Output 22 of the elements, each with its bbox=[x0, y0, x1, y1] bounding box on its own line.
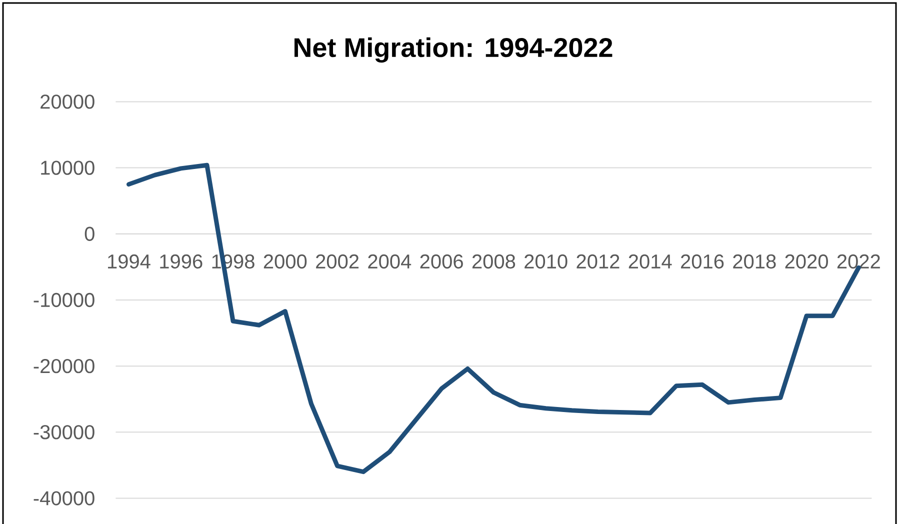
y-tick-label: 0 bbox=[84, 226, 94, 241]
x-tick-label: 2002 bbox=[316, 254, 359, 269]
x-tick-label: 2014 bbox=[628, 254, 672, 269]
y-tick-label: -20000 bbox=[34, 359, 94, 374]
y-tick-label: 10000 bbox=[41, 160, 94, 175]
x-tick-label: 2018 bbox=[733, 254, 776, 269]
x-tick-label: 2010 bbox=[524, 254, 568, 269]
x-tick-label: 2008 bbox=[472, 254, 516, 269]
x-tick-label: 2004 bbox=[368, 254, 412, 269]
y-tick-label: -10000 bbox=[34, 292, 94, 308]
x-tick-label: 2020 bbox=[785, 254, 828, 269]
x-tick-label: 2006 bbox=[420, 254, 463, 269]
x-tick-label: 1996 bbox=[160, 254, 202, 269]
y-tick-label: -30000 bbox=[34, 425, 94, 440]
y-tick-label: -40000 bbox=[34, 491, 94, 506]
x-tick-label: 2016 bbox=[681, 254, 724, 269]
x-tick-label: 2022 bbox=[837, 254, 880, 269]
y-tick-label: 20000 bbox=[40, 94, 94, 109]
x-tick-label: 2000 bbox=[264, 254, 307, 269]
chart-title: Net Migration: 1994-2022 bbox=[294, 37, 612, 63]
x-tick-label: 2012 bbox=[576, 254, 620, 269]
x-tick-label: 1994 bbox=[108, 254, 150, 269]
